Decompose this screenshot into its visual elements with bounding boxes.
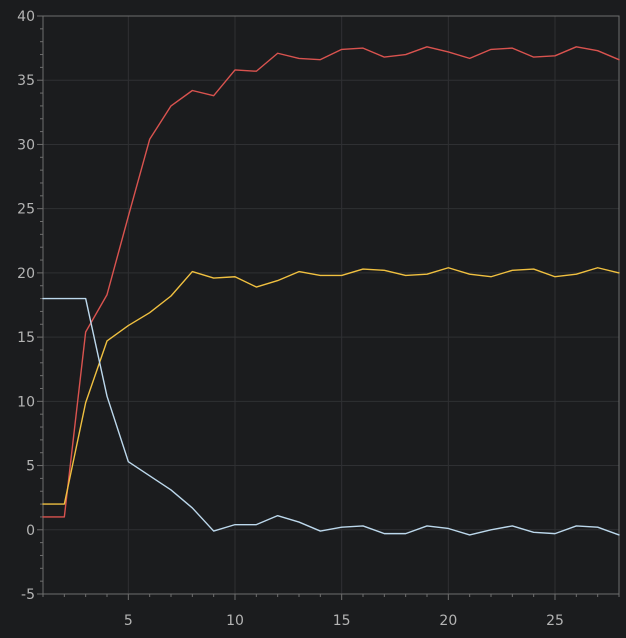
series-line-1 [42, 46, 620, 518]
x-tick-label: 25 [546, 613, 564, 629]
tick-labels: -5 0 5 10 15 20 25 30 35 40 5 10 15 20 25 [17, 9, 564, 629]
y-tick-label: 30 [17, 137, 35, 153]
y-tick-label: 40 [17, 9, 35, 25]
y-tick-label: 10 [17, 394, 35, 410]
x-tick-label: 15 [333, 613, 351, 629]
y-tick-label: 0 [26, 523, 35, 539]
axes [37, 15, 620, 600]
plot-border [42, 15, 620, 595]
y-tick-label: 20 [17, 266, 35, 282]
y-tick-label: 25 [17, 202, 35, 218]
x-tick-label: 5 [124, 613, 133, 629]
y-tick-label: 15 [17, 330, 35, 346]
x-tick-label: 20 [439, 613, 457, 629]
series-line-2 [42, 267, 620, 505]
series-line-3 [42, 297, 620, 536]
x-tick-label: 10 [226, 613, 244, 629]
y-tick-label: 5 [26, 459, 35, 475]
series-group [42, 46, 620, 536]
y-tick-label: -5 [21, 587, 35, 603]
y-tick-label: 35 [17, 73, 35, 89]
